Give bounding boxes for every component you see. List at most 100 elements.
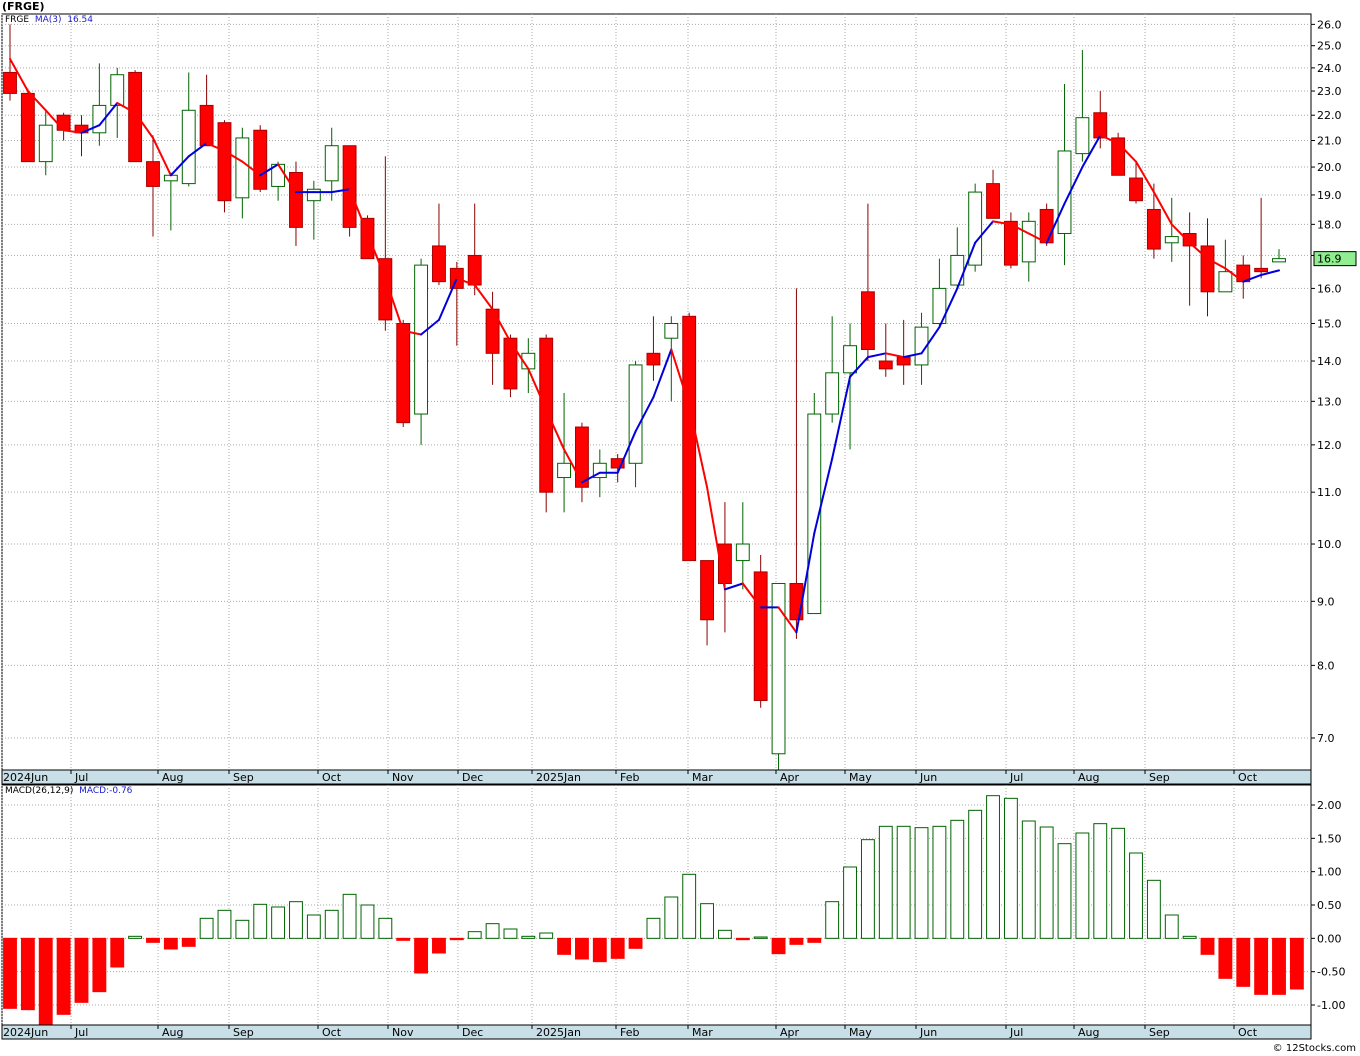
macd-bar bbox=[521, 935, 536, 939]
candle-body bbox=[664, 323, 679, 339]
ma-segment bbox=[938, 287, 959, 329]
x-tick-label: May bbox=[849, 771, 872, 784]
ma-segment bbox=[223, 149, 244, 163]
price-panel-frame bbox=[1, 13, 1312, 771]
price-y-tick-label: 26.0 bbox=[1317, 18, 1342, 31]
candle-body bbox=[682, 315, 697, 562]
macd-bar bbox=[878, 825, 893, 939]
ma-segment bbox=[366, 232, 387, 280]
ma-segment bbox=[866, 352, 887, 359]
candle-body bbox=[1254, 267, 1269, 273]
x-tick-label: Dec bbox=[462, 771, 483, 784]
ma-segment bbox=[169, 155, 190, 177]
candle-body bbox=[932, 287, 947, 325]
ma-segment bbox=[634, 396, 655, 433]
candle-body bbox=[1182, 232, 1197, 247]
macd-bar bbox=[825, 901, 840, 939]
candle-body bbox=[825, 372, 840, 415]
candle-body bbox=[253, 129, 268, 190]
candle-body bbox=[235, 137, 250, 199]
x-tick-label: Oct bbox=[322, 1026, 342, 1039]
candle-body bbox=[1039, 208, 1054, 244]
x-tick-label: Mar bbox=[692, 1026, 713, 1039]
ma-segment bbox=[1188, 241, 1209, 260]
ma-segment bbox=[1045, 202, 1066, 244]
ma-segment bbox=[723, 582, 744, 591]
macd-legend: MACD(26,12,9) MACD:-0.76 bbox=[5, 786, 132, 796]
ma-segment bbox=[26, 90, 47, 112]
candle-body bbox=[467, 254, 482, 286]
macd-bar bbox=[1057, 843, 1072, 939]
macd-y-tick-label: 1.00 bbox=[1317, 866, 1342, 879]
macd-bar bbox=[789, 937, 804, 945]
x-tick-label: Nov bbox=[392, 771, 414, 784]
price-y-tick-label: 15.0 bbox=[1317, 318, 1342, 331]
candle-body bbox=[360, 217, 375, 260]
x-tick-label: 2025Jan bbox=[536, 771, 581, 784]
price-y-tick-label: 13.0 bbox=[1317, 395, 1342, 408]
macd-bar bbox=[217, 909, 232, 939]
macd-bar bbox=[306, 914, 321, 939]
ma-segment bbox=[437, 277, 458, 321]
ma-segment bbox=[795, 532, 816, 634]
ma-segment bbox=[9, 57, 29, 93]
x-tick-label: Jul bbox=[1009, 771, 1023, 784]
ma-segment bbox=[831, 375, 852, 460]
ma-segment bbox=[330, 188, 351, 194]
ma-segment bbox=[1152, 191, 1173, 226]
price-y-tick-label: 21.0 bbox=[1317, 135, 1342, 148]
x-tick-label: Sep bbox=[233, 1026, 254, 1039]
x-tick-label: Jul bbox=[1009, 1026, 1023, 1039]
x-tick-label: Sep bbox=[233, 771, 254, 784]
ma-segment bbox=[580, 471, 601, 484]
macd-bar bbox=[1129, 852, 1143, 939]
ma-segment bbox=[187, 142, 208, 158]
ma-segment bbox=[1170, 223, 1191, 244]
x-tick-label: Feb bbox=[620, 1026, 639, 1039]
candle-body bbox=[753, 571, 768, 701]
x-tick-label: Aug bbox=[1078, 771, 1099, 784]
price-y-tick-label: 14.0 bbox=[1317, 355, 1342, 368]
x-tick-label: 2025Jan bbox=[536, 1026, 581, 1039]
candle-body bbox=[1164, 236, 1179, 244]
price-y-tick-label: 9.0 bbox=[1317, 595, 1335, 608]
last-price-tag-label: 16.9 bbox=[1317, 253, 1342, 266]
x-tick-label: Aug bbox=[1078, 1026, 1099, 1039]
x-tick-label: 2024Jun bbox=[3, 771, 48, 784]
macd-bar bbox=[163, 937, 178, 950]
macd-bar bbox=[1075, 832, 1090, 939]
candle-body bbox=[1218, 271, 1233, 293]
candle-body bbox=[968, 191, 983, 266]
ma-segment bbox=[741, 582, 762, 609]
macd-bar bbox=[378, 917, 393, 939]
ma-segment bbox=[920, 326, 941, 355]
candle-body bbox=[199, 104, 214, 147]
macd-bar bbox=[807, 937, 822, 943]
macd-bar bbox=[557, 937, 572, 955]
macd-legend-label: MACD(26,12,9) bbox=[5, 786, 74, 796]
candle-body bbox=[1021, 220, 1036, 263]
macd-bar bbox=[342, 893, 357, 939]
ma-segment bbox=[670, 348, 691, 407]
macd-bar bbox=[950, 819, 965, 939]
macd-bar bbox=[146, 937, 160, 943]
candle-body bbox=[181, 109, 196, 185]
macd-bar bbox=[575, 937, 589, 960]
x-tick-label: Apr bbox=[780, 1026, 800, 1039]
candle-body bbox=[575, 426, 589, 488]
price-y-tick-label: 20.0 bbox=[1317, 161, 1342, 174]
candle-body bbox=[1272, 258, 1286, 263]
candle-body bbox=[860, 291, 875, 350]
ma-segment bbox=[545, 408, 566, 451]
x-tick-label: Oct bbox=[322, 771, 342, 784]
candle-body bbox=[557, 462, 572, 479]
x-tick-label: Apr bbox=[780, 771, 800, 784]
x-tick-label: Nov bbox=[392, 1026, 414, 1039]
ma-segment bbox=[509, 340, 530, 370]
ma-segment bbox=[777, 606, 798, 634]
macd-bar bbox=[324, 909, 339, 939]
ma-segment bbox=[902, 352, 923, 359]
ma-segment bbox=[1081, 134, 1102, 169]
price-y-tick-label: 23.0 bbox=[1317, 85, 1342, 98]
x-tick-label: Oct bbox=[1238, 771, 1258, 784]
